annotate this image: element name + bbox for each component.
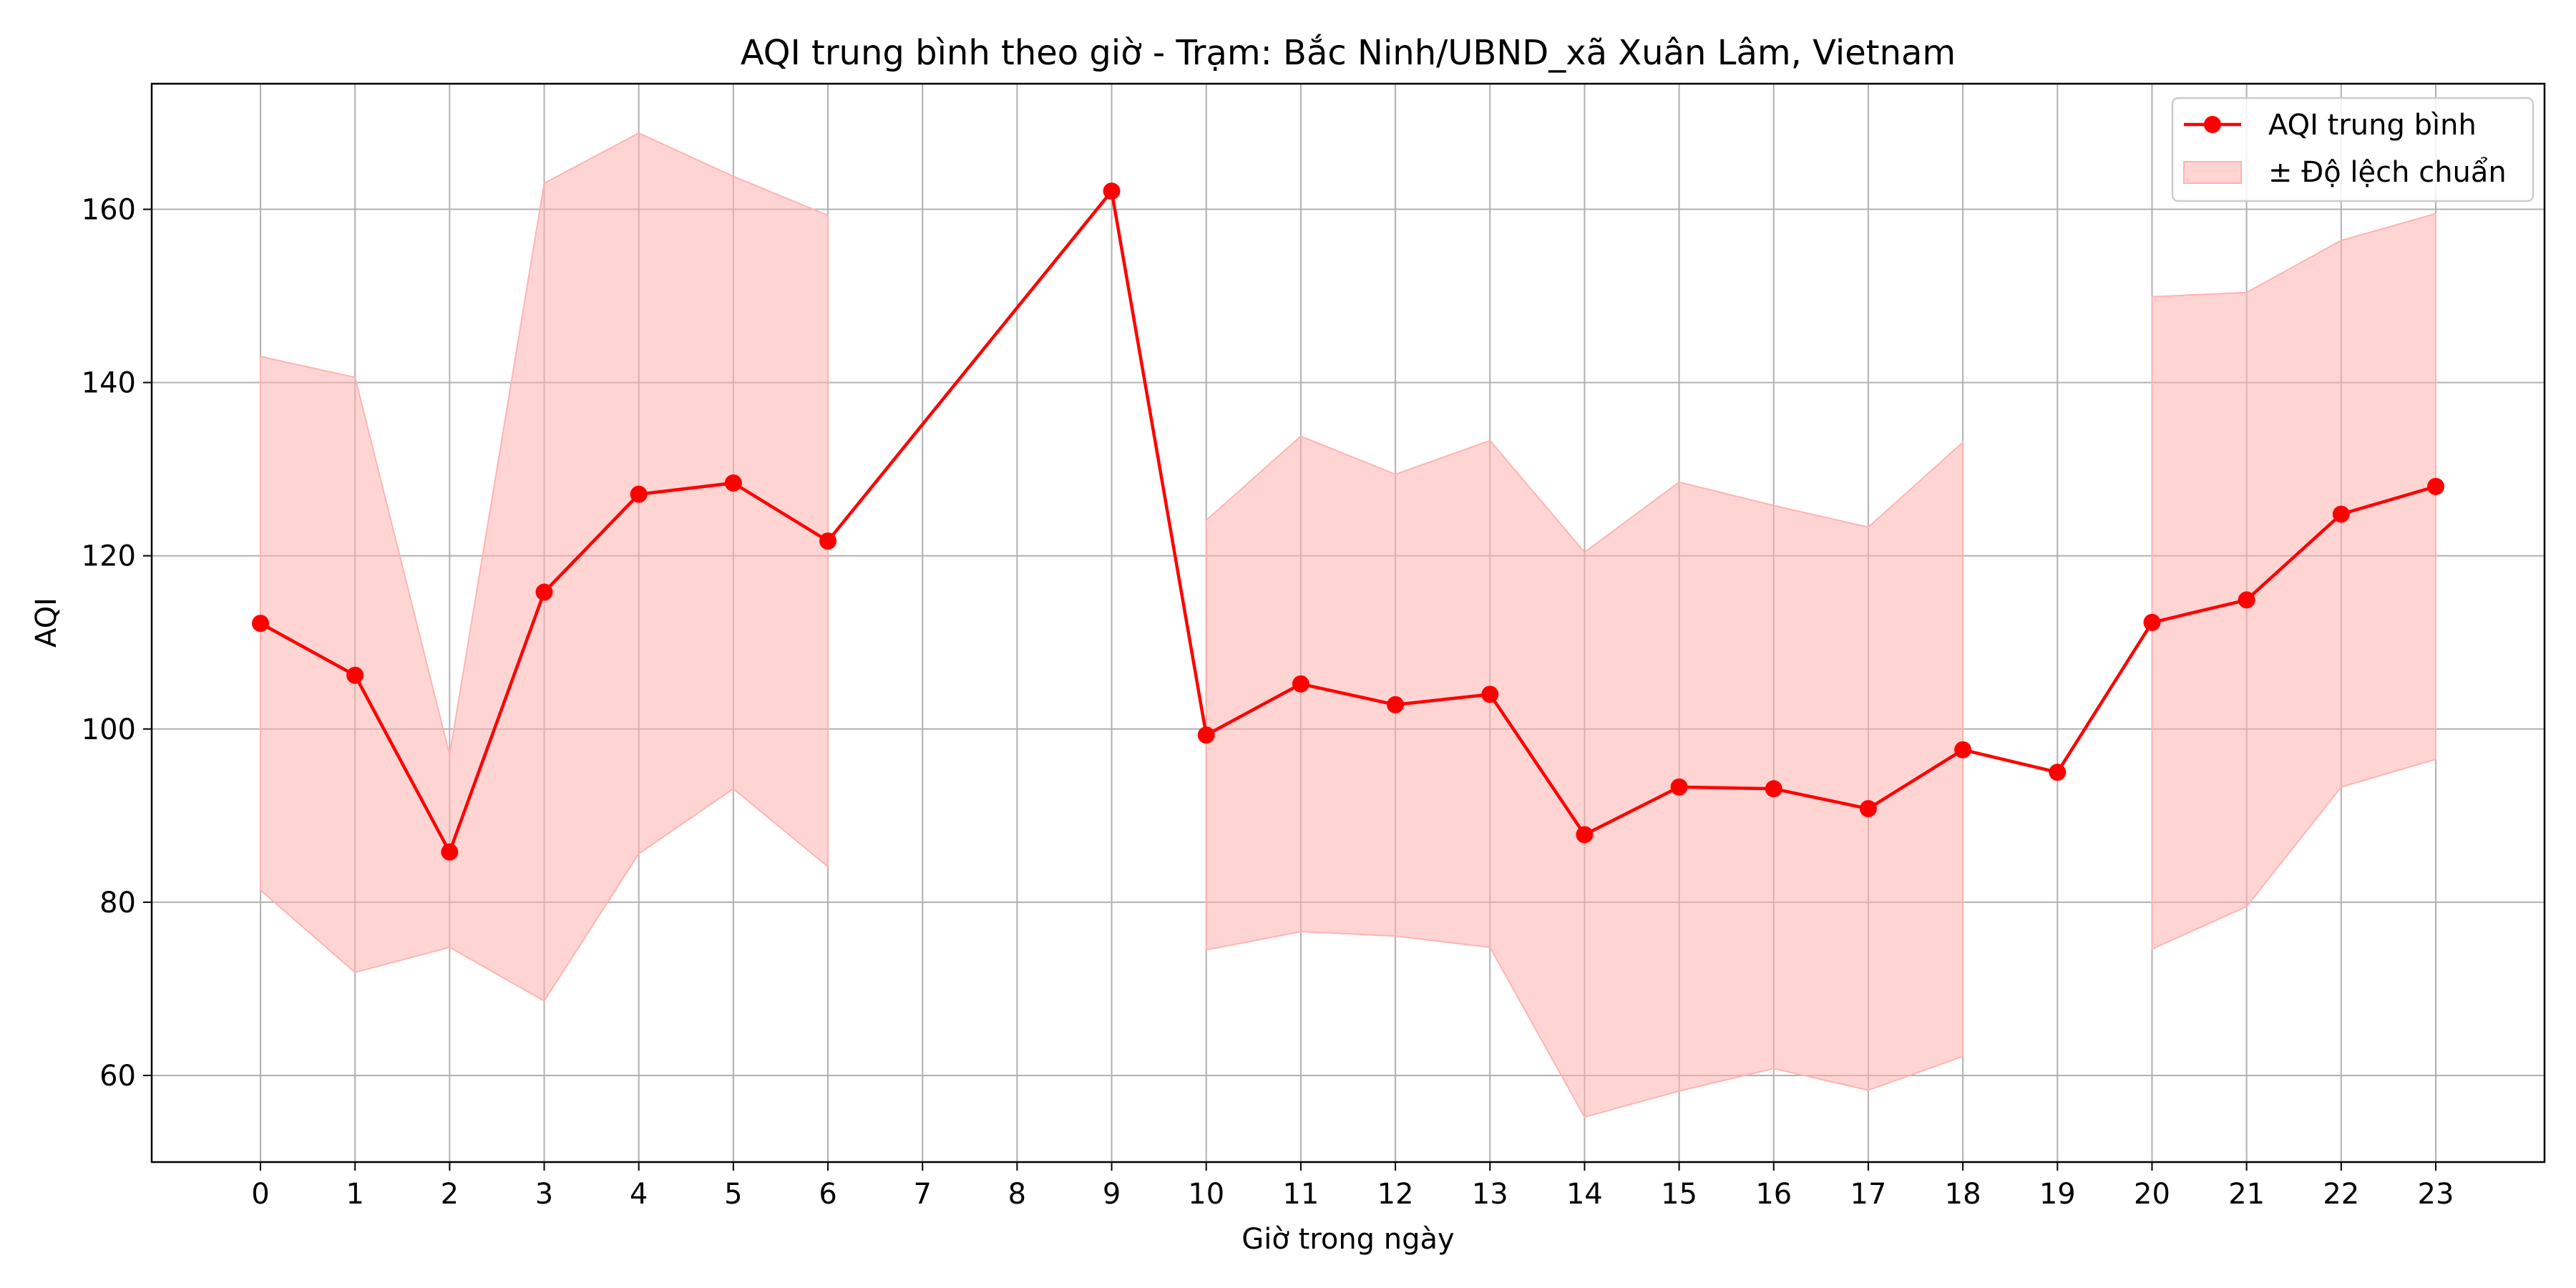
aqi-data-point xyxy=(1387,696,1405,713)
aqi-data-point xyxy=(724,474,742,492)
legend-marker-swatch xyxy=(2204,116,2221,133)
x-tick-label: 2 xyxy=(441,1178,459,1211)
aqi-data-point xyxy=(1292,675,1309,693)
aqi-data-point xyxy=(1954,741,1972,758)
legend-label-std: ± Độ lệch chuẩn xyxy=(2268,156,2507,189)
aqi-data-point xyxy=(1859,800,1877,818)
aqi-data-point xyxy=(252,615,269,633)
x-tick-label: 18 xyxy=(1945,1178,1981,1211)
x-tick-label: 11 xyxy=(1282,1178,1319,1211)
aqi-series xyxy=(252,182,2444,861)
aqi-data-point xyxy=(2143,613,2161,631)
aqi-data-point xyxy=(1670,778,1688,796)
plot-area-frame xyxy=(150,82,2546,1163)
axis-ticks: 0 1 2 3 4 5 6 7 8 9 10 11 12 13 14 15 16 17 18 19 20 21 22 2360… xyxy=(82,194,2454,1211)
x-tick-label: 20 xyxy=(2134,1178,2170,1211)
x-tick-label: 0 xyxy=(251,1178,269,1211)
chart-title: AQI trung bình theo giờ - Trạm: Bắc Ninh… xyxy=(741,33,1956,73)
aqi-data-point xyxy=(1481,686,1499,703)
x-tick-label: 8 xyxy=(1008,1178,1026,1211)
std-dev-band xyxy=(1205,435,1964,1118)
aqi-data-point xyxy=(2238,591,2255,609)
aqi-data-point xyxy=(441,843,459,861)
aqi-data-point xyxy=(2332,505,2350,523)
aqi-data-point xyxy=(1765,780,1782,798)
legend: AQI trung bình ± Độ lệch chuẩn xyxy=(2171,97,2534,203)
x-axis-label: Giờ trong ngày xyxy=(1241,1223,1454,1256)
std-dev-band xyxy=(2151,213,2436,950)
x-tick-label: 5 xyxy=(724,1178,742,1211)
x-tick-label: 12 xyxy=(1377,1178,1414,1211)
x-tick-label: 14 xyxy=(1566,1178,1603,1211)
aqi-data-point xyxy=(535,583,553,601)
y-tick-label: 100 xyxy=(82,713,136,746)
x-tick-label: 17 xyxy=(1850,1178,1887,1211)
x-tick-label: 4 xyxy=(630,1178,648,1211)
aqi-data-point xyxy=(2049,763,2067,781)
x-tick-label: 22 xyxy=(2323,1178,2359,1211)
x-tick-label: 6 xyxy=(819,1178,836,1211)
aqi-data-point xyxy=(2427,477,2444,495)
legend-box xyxy=(2171,97,2534,203)
x-tick-label: 3 xyxy=(535,1178,553,1211)
y-axis-label: AQI xyxy=(30,597,63,648)
y-tick-label: 120 xyxy=(82,540,136,573)
x-tick-label: 16 xyxy=(1755,1178,1792,1211)
legend-band-swatch xyxy=(2183,161,2242,184)
aqi-data-point xyxy=(819,532,837,550)
aqi-data-point xyxy=(630,485,648,503)
aqi-data-point xyxy=(346,666,364,684)
x-tick-label: 10 xyxy=(1188,1178,1224,1211)
x-tick-label: 7 xyxy=(913,1178,931,1211)
std-dev-bands xyxy=(260,132,2436,1118)
aqi-data-point xyxy=(1576,826,1594,844)
x-tick-label: 23 xyxy=(2418,1178,2454,1211)
x-tick-label: 19 xyxy=(2039,1178,2076,1211)
aqi-data-point xyxy=(1197,726,1215,744)
x-tick-label: 9 xyxy=(1103,1178,1121,1211)
y-tick-label: 80 xyxy=(99,887,136,919)
aqi-data-point xyxy=(1103,182,1121,200)
x-tick-label: 1 xyxy=(346,1178,364,1211)
aqi-mean-line xyxy=(259,189,2436,854)
y-tick-label: 140 xyxy=(82,367,136,400)
legend-label-mean: AQI trung bình xyxy=(2268,109,2477,142)
x-tick-label: 15 xyxy=(1661,1178,1697,1211)
y-tick-label: 60 xyxy=(99,1060,136,1093)
x-tick-label: 13 xyxy=(1472,1178,1508,1211)
y-tick-label: 160 xyxy=(82,194,136,227)
x-tick-label: 21 xyxy=(2228,1178,2265,1211)
std-dev-band xyxy=(260,132,829,1002)
